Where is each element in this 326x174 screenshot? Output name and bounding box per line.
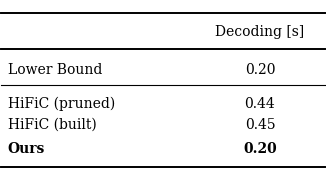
- Text: Ours: Ours: [8, 142, 45, 156]
- Text: HiFiC (pruned): HiFiC (pruned): [8, 97, 115, 111]
- Text: 0.20: 0.20: [243, 142, 277, 156]
- Text: HiFiC (built): HiFiC (built): [8, 118, 96, 132]
- Text: 0.20: 0.20: [245, 63, 275, 77]
- Text: 0.45: 0.45: [244, 118, 275, 132]
- Text: Lower Bound: Lower Bound: [8, 63, 102, 77]
- Text: Decoding [s]: Decoding [s]: [215, 25, 304, 39]
- Text: 0.44: 0.44: [244, 97, 275, 111]
